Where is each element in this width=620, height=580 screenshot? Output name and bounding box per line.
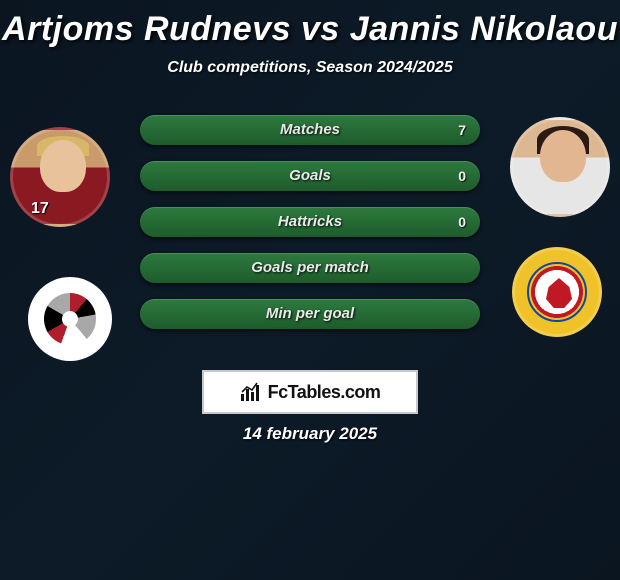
stat-label: Min per goal [140, 299, 480, 329]
player1-jersey-number: 17 [31, 200, 49, 218]
stat-right-value: 0 [458, 207, 466, 237]
player2-club-badge [512, 247, 602, 337]
stat-bar-min-per-goal: Min per goal [140, 299, 480, 329]
chart-icon [240, 382, 262, 402]
player2-head [540, 130, 586, 182]
player1-avatar: 17 [10, 127, 110, 227]
date-text: 14 february 2025 [0, 424, 620, 444]
source-badge: FcTables.com [202, 370, 418, 414]
player2-avatar [510, 117, 610, 217]
player1-head [40, 140, 86, 192]
stat-bars: Matches 7 Goals 0 Hattricks 0 Goals per … [140, 115, 480, 345]
stat-label: Hattricks [140, 207, 480, 237]
club2-lion-icon [527, 262, 587, 322]
stat-bar-goals-per-match: Goals per match [140, 253, 480, 283]
stat-bar-hattricks: Hattricks 0 [140, 207, 480, 237]
stat-label: Matches [140, 115, 480, 145]
stat-bar-goals: Goals 0 [140, 161, 480, 191]
source-badge-text: FcTables.com [268, 382, 381, 403]
stat-label: Goals per match [140, 253, 480, 283]
comparison-panel: 17 Matches 7 Goals 0 Hattri [0, 107, 620, 367]
club1-swirl-icon [44, 293, 96, 345]
stat-label: Goals [140, 161, 480, 191]
player1-club-badge [28, 277, 112, 361]
subtitle: Club competitions, Season 2024/2025 [0, 59, 620, 77]
page-title: Artjoms Rudnevs vs Jannis Nikolaou [0, 10, 620, 49]
stat-bar-matches: Matches 7 [140, 115, 480, 145]
stat-right-value: 0 [458, 161, 466, 191]
stat-right-value: 7 [458, 115, 466, 145]
